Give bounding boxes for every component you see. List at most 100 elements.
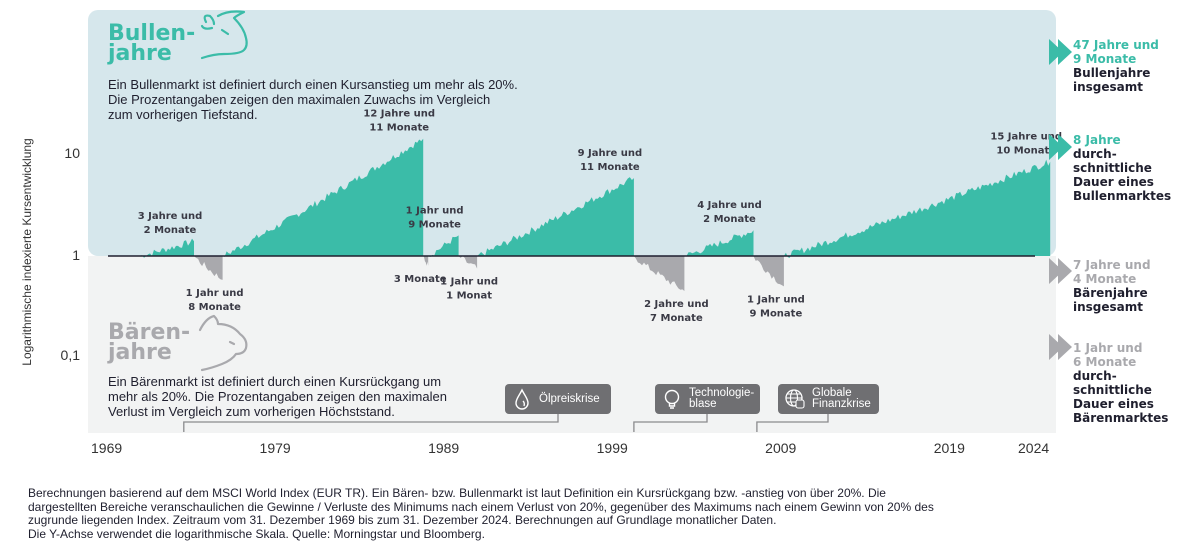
- x-tick-label: 1999: [596, 440, 628, 456]
- bear-description: Ein Bärenmarkt ist definiert durch einen…: [108, 374, 498, 419]
- bear-title-line1: Bären-: [108, 320, 191, 345]
- bull-title-line2: jahre: [108, 41, 172, 66]
- event-label: blase: [689, 398, 717, 410]
- summary-text: Bärenmarktes: [1073, 411, 1169, 425]
- bear-market-area: [423, 256, 429, 266]
- bear-market-area: [633, 256, 685, 291]
- event-badge-oil-crisis: Ölpreiskrise: [505, 384, 611, 414]
- bear-description-line: mehr als 20%. Die Prozentangaben zeigen …: [108, 389, 447, 404]
- bear-title: Bären- jahre: [108, 320, 191, 365]
- summary-highlight: 47 Jahre und: [1073, 38, 1159, 52]
- bull-duration-label: 3 Jahre und 2 Monate: [138, 211, 203, 236]
- summary-highlight: 8 Jahre: [1073, 133, 1121, 147]
- x-tick-label: 1969: [91, 440, 123, 456]
- bull-duration-label: 15 Jahre und 10 Monate: [990, 132, 1062, 157]
- summary-bull-total: 47 Jahre und 9 Monate Bullenjahre insges…: [1073, 38, 1198, 94]
- y-axis-label: Logarithmische indexierte Kursentwicklun…: [20, 138, 34, 366]
- bear-market-area: [194, 256, 223, 280]
- summary-text: Bullenmarktes: [1073, 189, 1172, 203]
- footnote: Berechnungen basierend auf dem MSCI Worl…: [28, 486, 1188, 541]
- globe-coins-icon: [785, 389, 805, 409]
- x-tick-label: 1979: [259, 440, 291, 456]
- bull-market-area: [140, 238, 194, 258]
- summary-highlight: 7 Jahre und: [1073, 258, 1151, 272]
- bull-description-line: Die Prozentangaben zeigen den maximalen …: [108, 92, 491, 107]
- y-tick-label: 0,1: [60, 347, 80, 363]
- bull-description-line: Ein Bullenmarkt ist definiert durch eine…: [108, 77, 518, 92]
- event-label: Technologie-: [689, 387, 755, 399]
- summary-highlight: 9 Monate: [1073, 52, 1137, 66]
- summary-text: schnittliche: [1073, 383, 1152, 397]
- summary-arrow-icon: [1058, 334, 1072, 360]
- event-label: Globale: [812, 387, 852, 399]
- event-connector-line: [183, 414, 559, 432]
- summary-arrow-icon: [1049, 258, 1063, 284]
- event-badge-tech-bubble: Technologie- blase: [655, 384, 760, 414]
- bull-market-area: [477, 177, 634, 256]
- bear-duration-label: 1 Jahr und 1 Monat: [440, 277, 498, 302]
- event-badge-financial-crisis: Globale Finanzkrise: [778, 384, 879, 414]
- x-tick-label: 2024: [1018, 440, 1050, 456]
- lightbulb-icon: [664, 389, 680, 409]
- event-label: Ölpreiskrise: [539, 392, 600, 405]
- summary-bull-average: 8 Jahre durch- schnittliche Dauer eines …: [1073, 133, 1198, 203]
- summary-bear-average: 1 Jahr und 6 Monate durch- schnittliche …: [1073, 341, 1198, 425]
- footnote-line: dargestellten Bereiche veranschaulichen …: [28, 499, 934, 514]
- x-tick-label: 2009: [765, 440, 797, 456]
- bull-duration-label: 12 Jahre und 11 Monate: [363, 109, 435, 134]
- summary-text: Dauer eines: [1073, 397, 1154, 411]
- summary-highlight: 6 Monate: [1073, 355, 1137, 369]
- summary-arrow-icon: [1058, 134, 1072, 160]
- x-tick-label: 1989: [428, 440, 460, 456]
- bull-duration-label: 4 Jahre und 2 Monate: [697, 200, 762, 225]
- bear-duration-label: 3 Monate: [394, 274, 447, 285]
- summary-text: schnittliche: [1073, 161, 1152, 175]
- bull-market-area: [428, 235, 459, 257]
- bull-market-area: [222, 138, 424, 257]
- bull-duration-label: 1 Jahr und 9 Monate: [406, 205, 464, 230]
- bull-description: Ein Bullenmarkt ist definiert durch eine…: [108, 77, 588, 122]
- y-tick-label: 10: [64, 145, 80, 161]
- bear-duration-label: 1 Jahr und 8 Monate: [186, 288, 244, 313]
- footnote-line: zugrunde liegenden Index. Zeitraum vom 3…: [28, 513, 777, 527]
- bull-market-area: [684, 230, 754, 257]
- bear-market-area: [753, 256, 784, 287]
- event-label: Finanzkrise: [812, 398, 871, 410]
- summary-highlight: 4 Monate: [1073, 272, 1137, 286]
- summary-text: durch-: [1073, 147, 1117, 161]
- bull-duration-label: 9 Jahre und 11 Monate: [578, 148, 643, 173]
- summary-text: Dauer eines: [1073, 175, 1154, 189]
- bear-market-area: [458, 256, 478, 269]
- summary-highlight: 1 Jahr und: [1073, 341, 1143, 355]
- summary-text: Bärenjahre: [1073, 286, 1148, 300]
- bear-duration-label: 1 Jahr und 9 Monate: [747, 294, 805, 319]
- bear-duration-label: 2 Jahre und 7 Monate: [644, 299, 709, 324]
- bear-description-line: Verlust im Vergleich zum vorherigen Höch…: [108, 404, 395, 419]
- event-connector-line: [756, 414, 829, 432]
- summary-text: insgesamt: [1073, 300, 1144, 314]
- bull-title: Bullen- jahre: [108, 21, 196, 66]
- summary-arrow-icon: [1049, 334, 1063, 360]
- y-tick-label: 1: [72, 247, 80, 263]
- bull-description-line: zum vorherigen Tiefstand.: [108, 107, 258, 122]
- bear-description-line: Ein Bärenmarkt ist definiert durch einen…: [108, 374, 442, 389]
- summary-arrow-icon: [1049, 39, 1063, 65]
- bull-market-area: [783, 159, 1051, 258]
- summary-bear-total: 7 Jahre und 4 Monate Bärenjahre insgesam…: [1073, 258, 1198, 314]
- summary-arrow-icon: [1058, 258, 1072, 284]
- summary-text: Bullenjahre: [1073, 66, 1151, 80]
- oil-drop-icon: [515, 388, 529, 410]
- bear-title-line2: jahre: [108, 340, 172, 365]
- bull-title-line1: Bullen-: [108, 21, 196, 46]
- footnote-line: Die Y-Achse verwendet die logarithmische…: [28, 526, 485, 541]
- summary-text: insgesamt: [1073, 80, 1144, 94]
- footnote-line: Berechnungen basierend auf dem MSCI Worl…: [28, 486, 886, 500]
- bear-head-icon: [198, 314, 248, 372]
- bull-head-icon: [200, 10, 248, 60]
- summary-arrow-icon: [1058, 39, 1072, 65]
- x-tick-label: 2019: [933, 440, 965, 456]
- summary-arrow-icon: [1049, 134, 1063, 160]
- event-connector-line: [633, 414, 708, 432]
- summary-text: durch-: [1073, 369, 1117, 383]
